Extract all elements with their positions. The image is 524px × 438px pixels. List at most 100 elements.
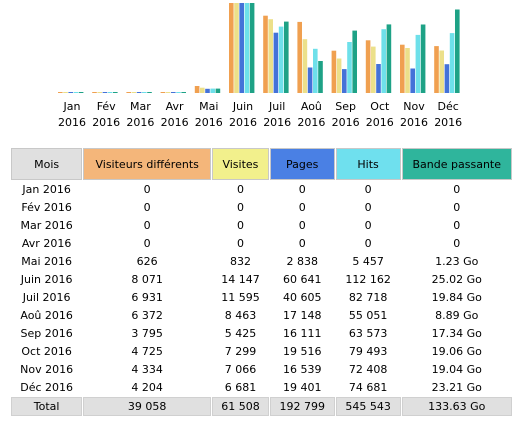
bar-visitors <box>434 46 439 93</box>
cell-visitors: 4 725 <box>131 345 163 358</box>
bar-bandwidth <box>455 9 460 93</box>
year-label: 2016 <box>229 116 257 129</box>
bar-bandwidth <box>78 92 84 93</box>
table-row: Juil 2016 6 931 11 595 40 605 82 718 19.84 Go <box>11 289 512 306</box>
cell-visitors: 0 <box>143 237 151 250</box>
cell-visits: 5 425 <box>224 327 257 340</box>
cell-hits: 55 051 <box>348 309 388 322</box>
bar-visitors <box>263 15 268 94</box>
cell-visits: 7 066 <box>224 363 257 376</box>
year-label: 2016 <box>263 116 291 129</box>
cell-hits: 0 <box>364 237 372 250</box>
cell-bandwidth: 0 <box>453 201 461 214</box>
table-header-row: Mois Visiteurs différents Visites Pages … <box>11 148 512 180</box>
bar-pages <box>307 67 313 93</box>
bar-visitors <box>58 92 63 93</box>
cell-month: Nov 2016 <box>20 363 74 376</box>
year-label: 2016 <box>297 116 325 129</box>
bar-pages <box>376 64 381 93</box>
bar-bandwidth <box>318 61 323 93</box>
table-row: Oct 2016 4 725 7 299 19 516 79 493 19.06 Go <box>11 343 512 360</box>
cell-pages: 19 401 <box>282 381 322 394</box>
year-label: 2016 <box>434 116 462 129</box>
bar-pages <box>239 3 244 93</box>
cell-bandwidth: 0 <box>453 237 461 250</box>
bar-visitors <box>365 40 371 93</box>
bar-hits <box>313 48 318 93</box>
table-row: Fév 2016 0 0 0 0 0 <box>11 199 512 216</box>
bar-bandwidth <box>215 88 221 93</box>
cell-month: Mar 2016 <box>20 219 73 232</box>
bar-hits <box>278 26 284 94</box>
cell-month: Jan 2016 <box>22 183 71 196</box>
cell-pages: 16 539 <box>282 363 322 376</box>
bar-visitors <box>160 92 166 93</box>
bar-hits <box>210 88 215 93</box>
cell-bandwidth: 8.89 Go <box>435 309 479 322</box>
cell-month: Juil 2016 <box>22 291 71 304</box>
bar-visitors <box>92 92 97 93</box>
bar-visitors <box>194 86 200 93</box>
cell-hits: 74 681 <box>348 381 388 394</box>
year-label: 2016 <box>332 116 360 129</box>
total-hits: 545 543 <box>335 397 401 416</box>
cell-hits: 0 <box>364 201 372 214</box>
bar-bandwidth <box>284 21 289 94</box>
cell-month: Juin 2016 <box>20 273 73 286</box>
bar-hits <box>107 92 113 93</box>
bar-visitors <box>229 3 234 93</box>
month-label: Mar <box>130 100 151 113</box>
year-label: 2016 <box>58 116 86 129</box>
cell-pages: 2 838 <box>286 255 318 268</box>
bar-visitors <box>331 50 337 93</box>
cell-visitors: 6 931 <box>131 291 163 304</box>
total-visitors: 39 058 <box>83 397 212 416</box>
cell-visits: 7 299 <box>224 345 257 358</box>
cell-hits: 82 718 <box>348 291 388 304</box>
cell-pages: 19 516 <box>282 345 322 358</box>
bar-visits <box>200 87 205 93</box>
table-row: Aoû 2016 6 372 8 463 17 148 55 051 8.89 Go <box>11 307 512 324</box>
bar-hits <box>73 92 79 93</box>
header-bandwidth: Bande passante <box>401 148 512 180</box>
bar-hits <box>176 92 181 93</box>
bar-pages <box>205 88 210 93</box>
month-label: Sep <box>335 100 356 113</box>
bar-pages <box>171 92 176 93</box>
cell-visitors: 0 <box>143 201 151 214</box>
cell-month: Mai 2016 <box>21 255 73 268</box>
bar-hits <box>449 33 455 93</box>
cell-bandwidth: 19.04 Go <box>431 363 482 376</box>
monthly-bar-chart: Jan 2016 Fév 2016 Mar 2016 Avr 2016 Mai 2016 Juin 2… <box>58 3 462 129</box>
year-label: 2016 <box>195 116 223 129</box>
table-row: Déc 2016 4 204 6 681 19 401 74 681 23.21 Go <box>11 379 512 396</box>
bar-hits <box>381 29 386 93</box>
cell-pages: 0 <box>298 237 306 250</box>
year-label: 2016 <box>161 116 189 129</box>
total-bandwidth: 133.63 Go <box>401 397 512 416</box>
total-row: Total 39 058 61 508 192 799 545 543 133.… <box>11 397 512 416</box>
bar-bandwidth <box>420 24 426 93</box>
total-label: Total <box>11 397 83 416</box>
cell-visits: 0 <box>236 201 244 214</box>
table-row: Jan 2016 0 0 0 0 0 <box>11 181 512 198</box>
cell-visits: 0 <box>236 219 244 232</box>
cell-pages: 0 <box>298 201 306 214</box>
table-body: Jan 2016 0 0 0 0 0 Fév 2016 0 0 0 0 0 Mar 2016 0 0 0 0 0 A… <box>11 181 512 396</box>
cell-month: Déc 2016 <box>20 381 74 394</box>
bar-pages <box>410 68 415 93</box>
cell-visitors: 6 372 <box>131 309 163 322</box>
bar-bandwidth <box>113 92 118 93</box>
cell-month: Aoû 2016 <box>20 309 73 322</box>
year-label: 2016 <box>366 116 394 129</box>
header-visits: Visites <box>212 148 269 180</box>
total-pages: 192 799 <box>269 397 335 416</box>
table-row: Sep 2016 3 795 5 425 16 111 63 573 17.34 Go <box>11 325 512 342</box>
cell-hits: 0 <box>364 219 372 232</box>
cell-visits: 0 <box>236 183 244 196</box>
month-label: Juil <box>268 100 285 113</box>
cell-visitors: 0 <box>143 219 151 232</box>
cell-hits: 0 <box>364 183 372 196</box>
cell-visitors: 626 <box>136 255 158 268</box>
cell-bandwidth: 23.21 Go <box>431 381 482 394</box>
